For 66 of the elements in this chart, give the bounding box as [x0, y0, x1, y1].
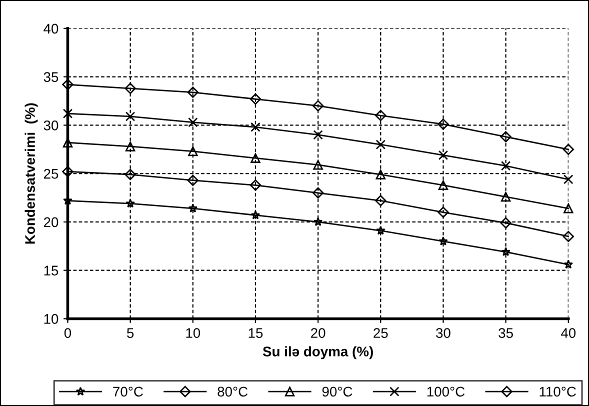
- point: [250, 153, 260, 163]
- point: [250, 180, 262, 191]
- y-tick-label: 40: [44, 24, 58, 34]
- point: [438, 180, 448, 190]
- point: [564, 204, 574, 214]
- x-tick-label: 40: [560, 328, 576, 338]
- point: [62, 108, 73, 118]
- point: [376, 140, 386, 150]
- point: [250, 93, 262, 105]
- point: [312, 187, 324, 199]
- point: [564, 260, 574, 269]
- point: [62, 78, 74, 90]
- x-tick-label: 25: [374, 328, 388, 338]
- point: [501, 247, 510, 256]
- y-tick-label: 35: [44, 72, 58, 82]
- point: [438, 236, 448, 246]
- point: [375, 195, 386, 206]
- point: [438, 150, 448, 160]
- point: [187, 86, 199, 98]
- y-tick-label: 15: [44, 266, 58, 276]
- point: [126, 198, 135, 208]
- x-tick-label: 20: [311, 328, 326, 338]
- point: [250, 122, 260, 132]
- point: [375, 110, 386, 122]
- point: [500, 192, 511, 202]
- legend-label: 110°C: [540, 386, 576, 397]
- point: [313, 217, 323, 226]
- point: [500, 217, 512, 229]
- point: [125, 142, 136, 152]
- point: [438, 118, 449, 130]
- point: [250, 210, 260, 220]
- legend-label: 80°C: [218, 386, 248, 397]
- y-axis-title: Kondensatverimi (%): [24, 103, 38, 244]
- point: [564, 174, 574, 184]
- x-tick-label: 15: [248, 328, 263, 338]
- point: [438, 206, 449, 218]
- point: [124, 82, 136, 94]
- legend-label: 90°C: [322, 386, 352, 397]
- point: [62, 166, 74, 178]
- point: [562, 230, 574, 242]
- point: [562, 144, 574, 155]
- point: [188, 117, 198, 128]
- point: [376, 170, 386, 180]
- x-tick-label: 0: [64, 328, 72, 338]
- point: [313, 160, 323, 170]
- legend-label: 70°C: [113, 386, 143, 397]
- x-axis-title: Su ilə doyma (%): [262, 346, 373, 360]
- x-tick-label: 30: [436, 328, 450, 338]
- x-tick-label: 5: [127, 328, 134, 338]
- y-tick-label: 20: [44, 217, 58, 228]
- y-tick-label: 30: [44, 120, 58, 130]
- point: [313, 130, 323, 140]
- point: [188, 146, 198, 156]
- x-tick-label: 35: [498, 328, 513, 338]
- point: [500, 160, 511, 171]
- y-tick-label: 10: [44, 314, 58, 324]
- point: [500, 131, 512, 142]
- point: [124, 168, 136, 180]
- legend-label: 100°C: [427, 386, 465, 397]
- point: [125, 112, 136, 122]
- point: [312, 100, 324, 112]
- x-tick-label: 10: [186, 328, 200, 338]
- point: [187, 174, 199, 186]
- y-tick-label: 25: [44, 168, 58, 179]
- point: [376, 226, 386, 235]
- point: [188, 204, 198, 212]
